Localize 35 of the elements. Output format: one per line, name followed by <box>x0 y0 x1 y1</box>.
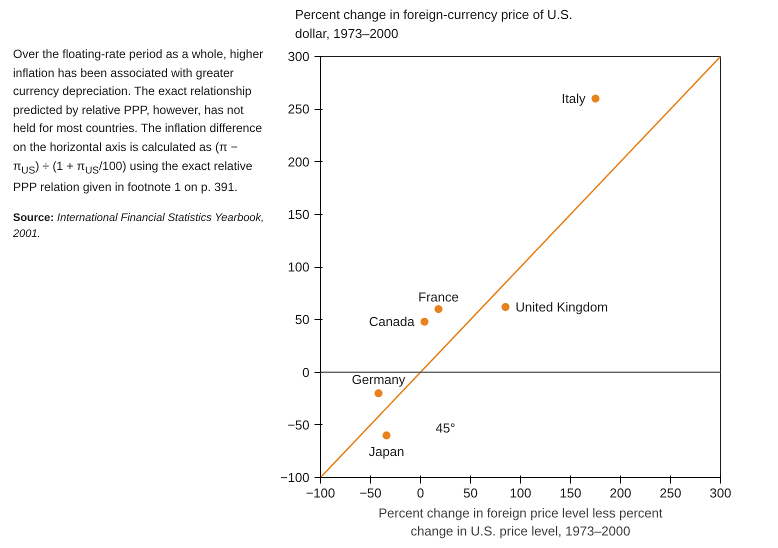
series-label: Japan <box>368 444 404 459</box>
point <box>382 431 390 440</box>
x-tick-label: 300 <box>710 486 732 500</box>
series-label: Canada <box>368 314 416 330</box>
point <box>420 318 428 326</box>
x-tick-label: 0 <box>416 486 424 500</box>
point <box>592 94 600 103</box>
x-tick-label: 150 <box>560 486 582 500</box>
annotation: 45° <box>436 420 456 436</box>
y-tick-label: 250 <box>288 102 310 117</box>
x-tick-label: 100 <box>510 486 532 500</box>
y-axis-title: Percent change in foreign-currency price of U.S. dollar, 1973–2000 <box>295 6 574 43</box>
x-tick-label: 250 <box>660 486 682 500</box>
text: Over the floating-rate period as a whole, higher inflation has been associated with greater currency depreciation. The exact relationship predicted by relative PPP, however, has not held for most countries. The inflation difference on the horizontal axis is calculated as (π − π$_{US}$) ÷ (1 + π$_{US}$/100) using the exact relative PPP relation given in footnote 1 on p. 391. <box>13 47 264 194</box>
y-tick-label: 0 <box>302 364 310 380</box>
series-label: Germany <box>352 372 406 387</box>
point <box>374 389 382 398</box>
point <box>434 305 442 314</box>
y-tick-label: 200 <box>288 154 310 170</box>
text: Source: International Financial Statistics Yearbook, 2001. <box>13 212 264 240</box>
x-tick-label: 200 <box>610 486 632 500</box>
series-label: United Kingdom <box>516 299 608 314</box>
y-tick-label: 300 <box>288 49 310 64</box>
y-tick-label: −50 <box>287 417 310 432</box>
point <box>502 303 510 311</box>
x-tick-label: 50 <box>463 486 478 500</box>
series-label: Italy <box>562 91 586 106</box>
y-tick-label: 50 <box>295 312 310 328</box>
series-label: France <box>418 290 459 305</box>
x-tick-label: −100 <box>306 486 336 500</box>
y-tick-label: 100 <box>288 260 310 274</box>
y-tick-label: 150 <box>288 206 310 222</box>
x-axis-title: Percent change in foreign price level less percent change in U.S. price level, 1973–2000 <box>378 506 663 538</box>
x-tick-label: −50 <box>359 486 382 500</box>
y-tick-label: −100 <box>280 470 310 485</box>
